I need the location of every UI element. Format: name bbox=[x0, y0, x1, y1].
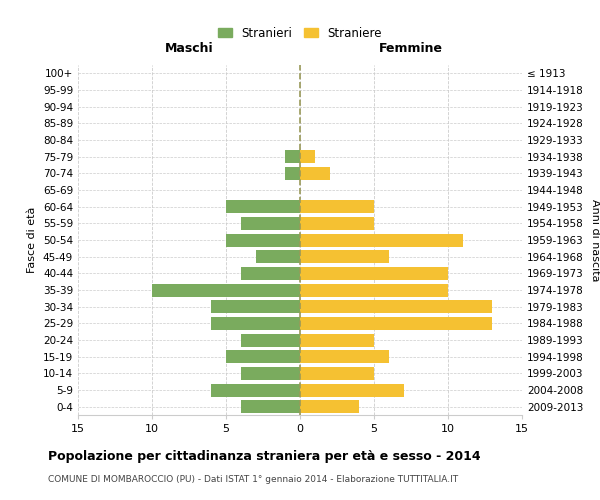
Bar bbox=[226, 200, 300, 213]
Bar bbox=[300, 167, 329, 180]
Bar bbox=[300, 150, 315, 163]
Bar bbox=[241, 267, 300, 280]
Bar bbox=[285, 150, 300, 163]
Bar bbox=[300, 284, 448, 296]
Bar bbox=[300, 334, 374, 346]
Bar bbox=[152, 284, 300, 296]
Bar bbox=[256, 250, 300, 263]
Bar bbox=[300, 384, 404, 396]
Bar bbox=[241, 400, 300, 413]
Y-axis label: Anni di nascita: Anni di nascita bbox=[590, 198, 600, 281]
Bar bbox=[300, 317, 493, 330]
Bar bbox=[285, 167, 300, 180]
Bar bbox=[300, 200, 374, 213]
Bar bbox=[300, 350, 389, 363]
Y-axis label: Fasce di età: Fasce di età bbox=[28, 207, 37, 273]
Bar bbox=[241, 334, 300, 346]
Bar bbox=[211, 317, 300, 330]
Bar bbox=[226, 234, 300, 246]
Bar bbox=[300, 300, 493, 313]
Bar bbox=[226, 350, 300, 363]
Bar bbox=[300, 217, 374, 230]
Text: Femmine: Femmine bbox=[379, 42, 443, 55]
Bar bbox=[300, 250, 389, 263]
Bar bbox=[241, 217, 300, 230]
Bar bbox=[300, 234, 463, 246]
Bar bbox=[300, 367, 374, 380]
Legend: Stranieri, Straniere: Stranieri, Straniere bbox=[213, 22, 387, 44]
Bar bbox=[300, 400, 359, 413]
Bar bbox=[300, 267, 448, 280]
Bar bbox=[211, 384, 300, 396]
Text: COMUNE DI MOMBAROCCIO (PU) - Dati ISTAT 1° gennaio 2014 - Elaborazione TUTTITALI: COMUNE DI MOMBAROCCIO (PU) - Dati ISTAT … bbox=[48, 475, 458, 484]
Text: Popolazione per cittadinanza straniera per età e sesso - 2014: Popolazione per cittadinanza straniera p… bbox=[48, 450, 481, 463]
Bar bbox=[211, 300, 300, 313]
Bar bbox=[241, 367, 300, 380]
Text: Maschi: Maschi bbox=[164, 42, 214, 55]
